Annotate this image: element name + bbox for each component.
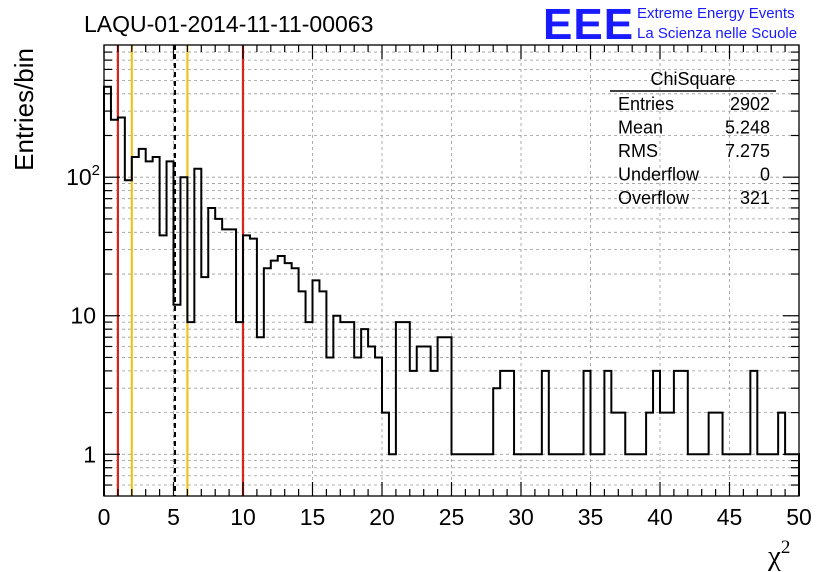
grid xyxy=(104,45,799,496)
chart-title: LAQU-01-2014-11-11-00063 xyxy=(84,11,373,37)
stats-value: 321 xyxy=(740,188,770,208)
x-tick-label: 15 xyxy=(300,504,326,530)
x-tick-labels: 0 5 10 15 20 25 30 35 40 45 50 xyxy=(98,504,812,530)
y-tick-label-sup: 2 xyxy=(92,162,100,179)
x-tick-label: 40 xyxy=(647,504,673,530)
x-tick-label: 10 xyxy=(230,504,256,530)
eee-logo-mark: EEE xyxy=(543,0,634,49)
stats-label: RMS xyxy=(618,141,658,161)
x-axis-label: χ2 xyxy=(767,537,790,572)
x-tick-label: 30 xyxy=(508,504,534,530)
y-tick-label: 102 xyxy=(66,162,100,190)
x-tick-label: 35 xyxy=(578,504,604,530)
stats-value: 5.248 xyxy=(725,118,770,138)
stats-box: ChiSquare Entries 2902 Mean 5.248 RMS 7.275 Un… xyxy=(610,69,776,208)
x-tick-label: 5 xyxy=(167,504,180,530)
x-tick-label: 25 xyxy=(439,504,465,530)
stats-value: 2902 xyxy=(730,94,770,114)
y-tick-label: 1 xyxy=(83,441,96,467)
histogram-line xyxy=(103,85,800,496)
axis-ticks xyxy=(103,45,800,496)
x-axis-label-main: χ xyxy=(767,540,781,572)
logo-line-1: Extreme Energy Events xyxy=(637,5,795,22)
stats-value: 7.275 xyxy=(725,141,770,161)
x-tick-label: 0 xyxy=(98,504,111,530)
y-tick-label-base: 10 xyxy=(66,164,92,190)
y-tick-label: 10 xyxy=(70,303,96,329)
logo-line-2: La Scienza nelle Scuole xyxy=(637,25,797,42)
stats-label: Underflow xyxy=(618,165,700,185)
x-tick-label: 20 xyxy=(369,504,395,530)
stats-value: 0 xyxy=(760,165,770,185)
x-tick-label: 50 xyxy=(786,504,812,530)
stats-label: Entries xyxy=(618,94,674,114)
x-axis-label-sup: 2 xyxy=(781,537,791,558)
eee-logo: EEE Extreme Energy Events La Scienza nel… xyxy=(543,0,797,49)
stats-title: ChiSquare xyxy=(650,69,735,89)
x-tick-label: 45 xyxy=(717,504,743,530)
stats-label: Overflow xyxy=(618,188,690,208)
stats-label: Mean xyxy=(618,118,663,138)
y-axis-label: Entries/bin xyxy=(9,48,39,171)
